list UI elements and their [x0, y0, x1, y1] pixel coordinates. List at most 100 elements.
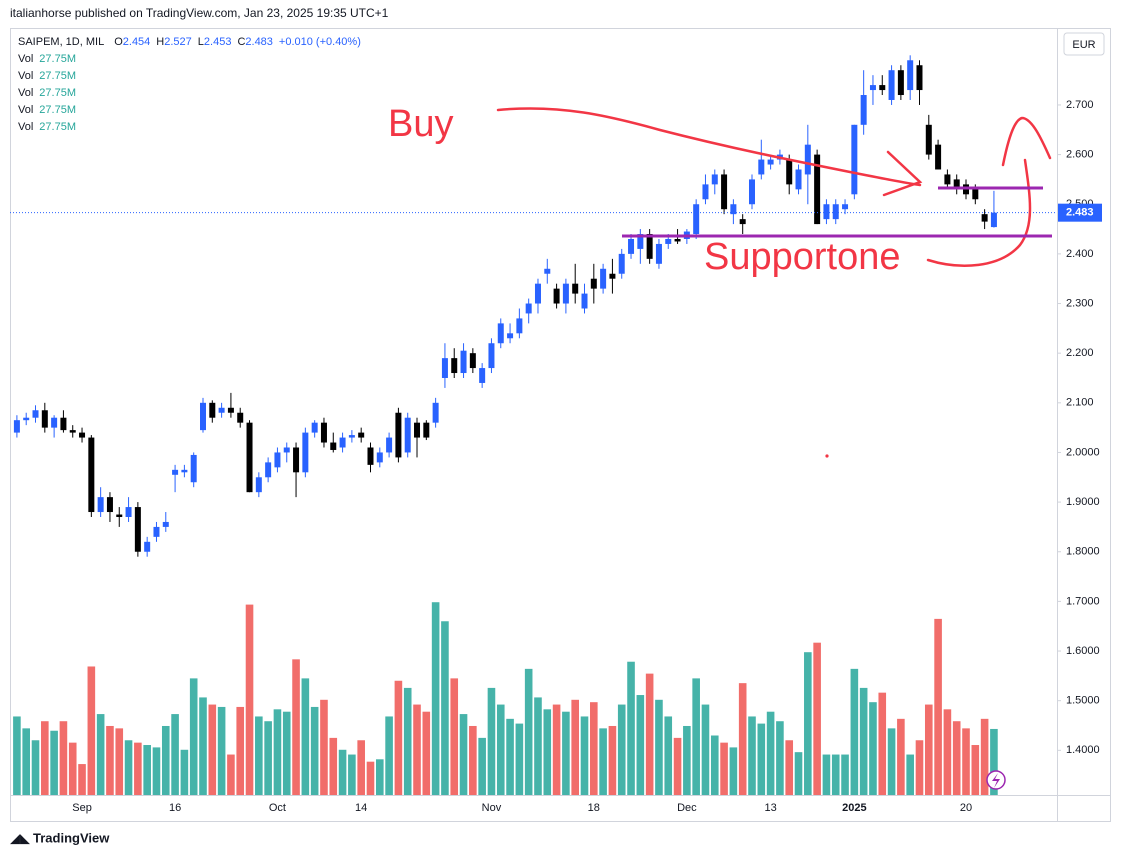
y-tick-label: 1.8000 — [1066, 546, 1100, 558]
volume-bar — [338, 749, 347, 795]
volume-bar — [617, 704, 626, 795]
candle-body — [181, 469, 188, 473]
volume-bar — [841, 754, 849, 795]
candle-body — [544, 268, 551, 274]
candle-body — [200, 402, 206, 431]
candle-body — [609, 273, 616, 279]
candle-body — [851, 124, 858, 195]
candle-body — [935, 144, 942, 170]
candle-body — [925, 124, 932, 155]
candle-body — [972, 189, 979, 200]
candle-body — [283, 447, 290, 453]
candle-body — [572, 283, 579, 294]
candle-body — [274, 452, 281, 468]
candle-body — [218, 407, 225, 413]
candle-body — [693, 204, 700, 235]
volume-bar — [180, 749, 189, 795]
volume-bar — [552, 704, 561, 795]
candle-body — [79, 432, 86, 438]
volume-bar — [794, 752, 803, 795]
volume-bar — [822, 754, 831, 795]
y-tick-label: 2.400 — [1066, 248, 1094, 260]
candle-body — [386, 437, 393, 453]
volume-bar — [357, 740, 365, 795]
y-tick-label: 1.6000 — [1066, 645, 1100, 657]
volume-bar — [469, 725, 477, 795]
candle-body — [795, 169, 802, 190]
volume-bar — [776, 721, 784, 795]
candle-body — [665, 238, 672, 244]
volume-bar — [599, 728, 607, 795]
candle-body — [237, 412, 244, 423]
volume-bar — [924, 704, 933, 795]
publisher: italianhorse published on TradingView.co… — [10, 6, 389, 20]
currency-button[interactable] — [1063, 32, 1105, 56]
currency[interactable]: EUR — [1072, 39, 1095, 51]
volume-bar — [831, 754, 840, 795]
volume-bar — [608, 725, 617, 795]
volume-bar — [422, 711, 431, 795]
volume-bar — [236, 706, 245, 795]
candle-body — [879, 85, 886, 91]
candle-body — [581, 293, 588, 309]
volume-bar — [199, 697, 207, 795]
volume-bar — [41, 721, 49, 795]
volume-bar — [515, 723, 524, 795]
volume-legend: Vol 27.75M — [18, 53, 76, 65]
candle-body — [376, 452, 383, 463]
candle-body — [395, 412, 402, 458]
candle-body — [302, 432, 309, 473]
volume-bar — [255, 716, 263, 795]
volume-legend-value: 27.75M — [39, 70, 76, 82]
candle-body — [869, 85, 876, 91]
volume-bar — [496, 704, 505, 795]
volume-bar — [161, 725, 170, 795]
candle-body — [516, 318, 523, 334]
candle-body — [944, 174, 951, 185]
candle-body — [990, 212, 997, 228]
volume-bar — [710, 735, 719, 795]
candle-body — [134, 507, 141, 552]
footer-logo-mark: ◢◣ — [10, 830, 30, 845]
candle-body — [702, 184, 709, 200]
candle-body — [767, 159, 774, 165]
candle-body — [953, 179, 960, 190]
candle-body — [469, 353, 476, 369]
volume-bar — [506, 718, 514, 795]
candle-body — [618, 253, 625, 274]
candle-body — [711, 174, 718, 185]
volume-bar — [813, 642, 821, 795]
candle-body — [525, 303, 532, 314]
volume-bar — [68, 742, 77, 795]
candle-body — [600, 268, 607, 289]
candle-body — [60, 417, 67, 431]
volume-bar — [636, 695, 645, 795]
volume-bar — [562, 711, 570, 795]
volume-legend: Vol 27.75M — [18, 121, 76, 133]
candle-body — [553, 288, 560, 304]
candle-body — [116, 514, 123, 517]
volume-bar — [850, 668, 859, 795]
x-tick-label: 18 — [588, 802, 600, 814]
candle-body — [153, 526, 160, 537]
candle-body — [655, 243, 662, 264]
x-tick-label: Dec — [677, 802, 697, 814]
candle-body — [404, 417, 411, 453]
candle-body — [534, 283, 541, 304]
candle-body — [674, 238, 681, 242]
candle-body — [804, 144, 811, 175]
candle-body — [730, 204, 737, 215]
candle-body — [842, 204, 849, 210]
y-tick-label: 1.7000 — [1066, 595, 1100, 607]
volume-bar — [655, 699, 663, 795]
volume-bar — [171, 714, 179, 795]
volume-bar — [952, 721, 961, 795]
volume-bar — [264, 721, 272, 795]
candle-body — [330, 442, 337, 450]
x-tick-label: 16 — [169, 802, 181, 814]
volume-bar — [804, 652, 812, 795]
volume-legend: Vol 27.75M — [18, 87, 76, 99]
last-price-tag — [1058, 203, 1102, 222]
volume-bar — [96, 714, 105, 795]
